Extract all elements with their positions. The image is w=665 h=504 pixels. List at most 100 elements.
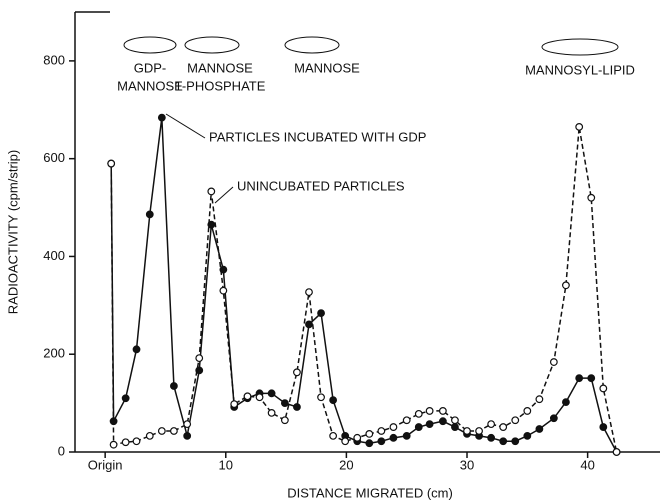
data-point bbox=[599, 384, 608, 393]
data-point bbox=[195, 366, 204, 375]
data-point bbox=[377, 437, 386, 446]
data-point bbox=[414, 423, 423, 431]
data-point bbox=[438, 417, 447, 426]
data-point bbox=[425, 407, 434, 415]
data-point bbox=[612, 448, 621, 456]
data-point bbox=[157, 427, 166, 435]
data-point bbox=[389, 423, 398, 431]
data-point bbox=[451, 423, 459, 431]
data-point bbox=[438, 407, 447, 415]
data-point bbox=[230, 400, 239, 408]
data-point bbox=[267, 408, 276, 417]
data-point bbox=[207, 187, 216, 196]
x-tick-label: 30 bbox=[460, 457, 474, 472]
data-point bbox=[535, 395, 544, 404]
data-point bbox=[132, 437, 141, 446]
annotation-arrow bbox=[214, 186, 234, 204]
data-point bbox=[389, 433, 398, 442]
spot bbox=[184, 36, 240, 54]
data-point bbox=[599, 423, 608, 431]
data-point bbox=[219, 265, 228, 274]
x-tick-label: 20 bbox=[339, 457, 353, 472]
data-point bbox=[255, 393, 264, 402]
data-point bbox=[145, 210, 154, 219]
series-line bbox=[110, 126, 618, 453]
spot-label: GDP- bbox=[134, 60, 167, 75]
data-point bbox=[157, 113, 166, 122]
y-tick-label: 200 bbox=[43, 346, 65, 361]
data-point bbox=[535, 425, 544, 433]
data-point bbox=[425, 420, 434, 429]
data-point bbox=[207, 220, 216, 229]
data-point bbox=[523, 407, 532, 415]
spot-label: 1-PHOSPHATE bbox=[175, 78, 266, 93]
spot-label: MANNOSE bbox=[294, 60, 360, 75]
data-point bbox=[329, 431, 338, 440]
annotation: PARTICLES INCUBATED WITH GDP bbox=[209, 129, 426, 144]
data-point bbox=[562, 398, 570, 407]
data-point bbox=[511, 437, 520, 446]
y-axis-label: RADIOACTIVITY (cpm/strip) bbox=[5, 150, 20, 314]
data-point bbox=[183, 431, 192, 440]
data-point bbox=[109, 417, 118, 426]
data-point bbox=[377, 427, 386, 435]
data-point bbox=[499, 423, 508, 431]
data-point bbox=[341, 437, 350, 446]
spot bbox=[284, 36, 340, 54]
data-point bbox=[219, 286, 228, 295]
spot-label: MANNOSYL-LIPID bbox=[525, 62, 635, 77]
data-point bbox=[293, 368, 301, 377]
data-point bbox=[523, 431, 532, 440]
data-point bbox=[414, 409, 423, 418]
x-axis-label: DISTANCE MIGRATED (cm) bbox=[287, 485, 453, 500]
data-point bbox=[132, 345, 141, 354]
spot-label: MANNOSE bbox=[187, 60, 253, 75]
data-point bbox=[487, 433, 496, 442]
data-point bbox=[121, 394, 130, 403]
y-tick-label: 800 bbox=[43, 52, 65, 67]
data-point bbox=[267, 389, 276, 398]
data-point bbox=[145, 431, 154, 440]
data-point bbox=[549, 358, 558, 366]
data-point bbox=[475, 427, 483, 435]
data-point bbox=[511, 416, 520, 425]
data-point bbox=[170, 382, 178, 390]
data-point bbox=[402, 416, 411, 425]
data-point bbox=[365, 439, 374, 448]
data-point bbox=[329, 396, 338, 405]
data-point bbox=[487, 420, 496, 429]
x-tick-label: Origin bbox=[88, 457, 123, 472]
data-point bbox=[562, 281, 570, 290]
data-point bbox=[549, 414, 558, 423]
data-point bbox=[317, 309, 325, 318]
data-point bbox=[587, 193, 596, 202]
data-point bbox=[317, 393, 325, 402]
data-point bbox=[402, 431, 411, 440]
data-point bbox=[121, 438, 130, 447]
data-point bbox=[305, 320, 313, 329]
spot bbox=[541, 38, 619, 56]
data-point bbox=[353, 433, 362, 442]
data-point bbox=[107, 159, 116, 168]
data-point bbox=[280, 399, 289, 408]
data-point bbox=[195, 354, 204, 363]
data-point bbox=[575, 374, 584, 383]
data-point bbox=[451, 416, 459, 425]
spot-label: MANNOSE bbox=[117, 78, 183, 93]
data-point bbox=[365, 430, 374, 438]
data-point bbox=[587, 374, 596, 383]
data-point bbox=[575, 122, 584, 131]
data-point bbox=[463, 427, 471, 435]
data-point bbox=[243, 392, 252, 401]
x-tick-label: 40 bbox=[580, 457, 594, 472]
y-tick-label: 0 bbox=[58, 443, 65, 458]
data-point bbox=[183, 420, 192, 429]
spot bbox=[123, 36, 177, 54]
data-point bbox=[305, 288, 313, 297]
data-point bbox=[293, 403, 301, 411]
data-point bbox=[280, 416, 289, 425]
data-point bbox=[170, 427, 178, 435]
y-tick-label: 600 bbox=[43, 150, 65, 165]
